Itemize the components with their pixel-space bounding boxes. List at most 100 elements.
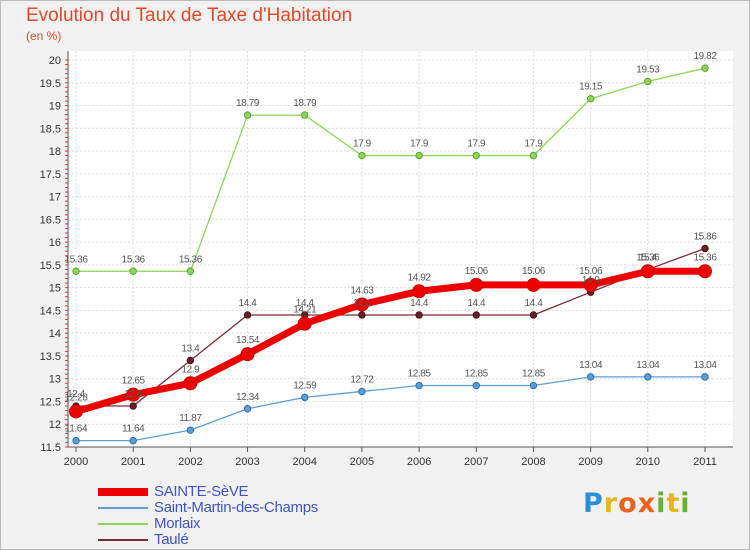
data-point-sainte-s-ve (69, 404, 83, 419)
data-point-sainte-s-ve (240, 347, 255, 362)
data-label-morlaix: 15.36 (179, 254, 203, 265)
data-label-sainte-s-ve: 15.06 (579, 266, 603, 277)
legend-swatch (98, 523, 148, 525)
y-tick-label: 16 (49, 237, 61, 249)
data-label-sainte-s-ve: 15.36 (636, 252, 660, 263)
data-label-sainte-s-ve: 14.21 (293, 305, 317, 316)
x-tick-label: 2005 (350, 456, 374, 468)
series-line-saint-martin-des-champs (75, 376, 706, 442)
data-label-taul-: 14.4 (525, 298, 544, 309)
data-point-sainte-s-ve (526, 277, 541, 292)
brand-letter: x (637, 488, 657, 519)
data-label-sainte-s-ve: 14.63 (350, 285, 374, 296)
data-label-sainte-s-ve: 12.65 (122, 376, 146, 387)
data-point-saint-martin-des-champs (644, 373, 652, 381)
data-point-morlaix (472, 151, 480, 160)
data-label-saint-martin-des-champs: 12.72 (350, 374, 374, 385)
data-label-saint-martin-des-champs: 13.04 (636, 360, 660, 371)
data-label-morlaix: 15.36 (122, 254, 146, 265)
data-point-taul- (472, 311, 480, 319)
x-tick-label: 2001 (121, 456, 145, 468)
data-point-saint-martin-des-champs (415, 381, 423, 390)
data-label-morlaix: 18.79 (293, 98, 317, 109)
data-point-sainte-s-ve (698, 264, 712, 279)
data-label-morlaix: 19.15 (579, 82, 603, 93)
series-line-sainte-s-ve (72, 267, 709, 415)
data-label-sainte-s-ve: 12.9 (181, 364, 200, 375)
data-point-taul- (529, 311, 538, 319)
data-label-morlaix: 15.36 (64, 254, 88, 265)
series-line-taul- (75, 247, 706, 407)
data-label-sainte-s-ve: 15.36 (693, 252, 717, 263)
data-label-morlaix: 19.82 (693, 51, 717, 62)
data-point-morlaix (644, 77, 652, 86)
data-point-morlaix (358, 151, 366, 160)
data-point-morlaix (186, 267, 195, 275)
data-label-taul-: 14.4 (467, 298, 486, 309)
brand-letter: r (603, 488, 619, 519)
data-point-saint-martin-des-champs (186, 426, 195, 434)
y-tick-label: 11.5 (40, 442, 61, 454)
legend-label: SAINTE-SèVE (154, 483, 249, 500)
y-tick-label: 12.5 (40, 396, 61, 408)
x-tick-label: 2006 (407, 456, 431, 468)
data-label-taul-: 14.9 (582, 275, 601, 286)
data-label-morlaix: 17.9 (467, 139, 486, 150)
y-tick-label: 19.5 (40, 78, 61, 90)
series (69, 64, 712, 445)
data-point-sainte-s-ve (640, 264, 655, 279)
brand-letter: i (656, 488, 667, 519)
x-tick-label: 2008 (521, 456, 545, 468)
data-point-saint-martin-des-champs (529, 381, 538, 390)
data-point-morlaix (415, 151, 423, 160)
data-point-morlaix (72, 267, 80, 275)
data-label-taul-: 12.4 (67, 389, 86, 400)
data-label-sainte-s-ve: 15.06 (522, 266, 546, 277)
data-point-taul- (701, 244, 709, 253)
y-tick-label: 13.5 (40, 351, 61, 363)
x-tick-label: 2000 (64, 456, 88, 468)
y-tick-label: 14 (49, 328, 61, 340)
data-label-saint-martin-des-champs: 12.85 (522, 369, 546, 380)
x-tick-label: 2004 (292, 456, 316, 468)
data-point-saint-martin-des-champs (301, 393, 309, 402)
y-tick-label: 12 (49, 419, 61, 431)
data-label-morlaix: 18.79 (236, 98, 260, 109)
data-label-taul-: 15.86 (693, 231, 717, 242)
data-point-sainte-s-ve (126, 387, 141, 402)
data-point-saint-martin-des-champs (72, 436, 80, 445)
data-point-saint-martin-des-champs (586, 373, 595, 381)
data-point-saint-martin-des-champs (358, 387, 366, 396)
data-point-taul- (129, 402, 137, 410)
data-label-morlaix: 17.9 (525, 139, 544, 150)
data-label-saint-martin-des-champs: 11.87 (179, 413, 202, 424)
data-label-taul-: 14.4 (353, 298, 372, 309)
x-tick-label: 2003 (235, 456, 259, 468)
y-tick-label: 19 (49, 101, 61, 113)
x-tick-label: 2011 (693, 456, 717, 468)
data-point-taul- (358, 311, 366, 319)
data-point-saint-martin-des-champs (129, 436, 137, 445)
legend-label: Morlaix (154, 515, 201, 532)
data-point-morlaix (243, 111, 252, 119)
brand-letter: o (618, 488, 638, 519)
data-label-morlaix: 17.9 (353, 139, 372, 150)
data-point-saint-martin-des-champs (472, 381, 480, 390)
data-label-taul-: 14.4 (239, 298, 258, 309)
legend-swatch (98, 507, 148, 509)
data-point-morlaix (701, 64, 709, 72)
data-label-saint-martin-des-champs: 12.85 (465, 369, 489, 380)
y-tick-label: 15 (49, 283, 61, 295)
data-label-saint-martin-des-champs: 13.04 (579, 360, 603, 371)
y-tick-label: 13 (49, 374, 61, 386)
data-point-sainte-s-ve (469, 277, 484, 292)
y-tick-label: 17 (49, 192, 61, 204)
x-tick-label: 2010 (636, 456, 660, 468)
grid (68, 51, 733, 448)
data-label-taul-: 14.4 (296, 298, 315, 309)
data-label-saint-martin-des-champs: 12.34 (236, 392, 260, 403)
y-tick-label: 18 (49, 146, 61, 158)
data-label-taul-: 14.4 (410, 298, 429, 309)
data-point-taul- (415, 311, 423, 319)
data-label-taul-: 12.4 (124, 389, 143, 400)
